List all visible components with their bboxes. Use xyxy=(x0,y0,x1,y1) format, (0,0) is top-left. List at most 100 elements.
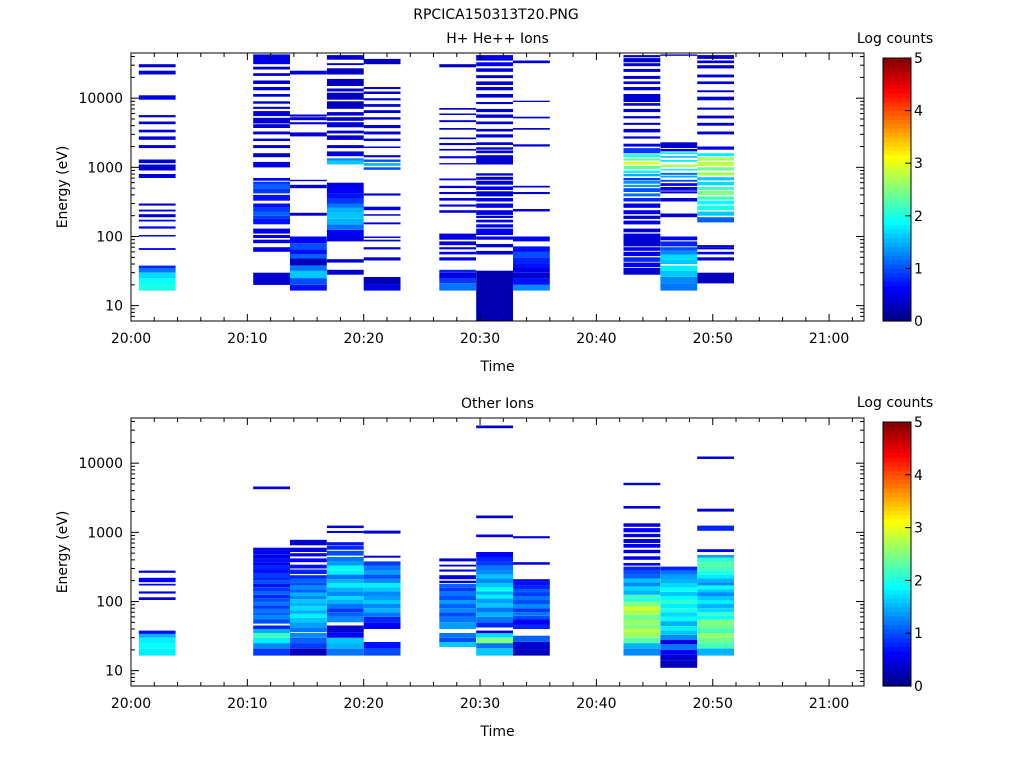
y-tick-label: 100 xyxy=(96,229,123,245)
spectrogram-cell xyxy=(290,614,327,618)
spectrogram-cell xyxy=(697,615,734,620)
spectrogram-cell xyxy=(290,265,327,271)
spectrogram-cell xyxy=(290,637,327,644)
spectrogram-cell xyxy=(513,604,550,609)
spectrogram-cell xyxy=(623,203,661,208)
spectrogram-cell xyxy=(660,604,698,609)
spectrogram-cell xyxy=(138,633,176,638)
spectrogram-cell xyxy=(253,235,290,238)
spectrogram-cell xyxy=(138,95,176,100)
colorbar-frame xyxy=(882,57,912,322)
spectrogram-cell xyxy=(253,66,290,70)
spectrogram-cell xyxy=(623,629,661,633)
spectrogram-cell xyxy=(697,196,734,200)
spectrogram-cell xyxy=(363,583,401,588)
colorbar-segment xyxy=(883,677,911,683)
colorbar-segment xyxy=(883,119,911,125)
colorbar-segment xyxy=(883,650,911,656)
spectrogram-cell xyxy=(476,612,513,617)
spectrogram-cell xyxy=(660,142,698,148)
spectrogram-cell xyxy=(326,608,364,613)
colorbar-segment xyxy=(883,141,911,147)
colorbar-segment xyxy=(883,79,911,85)
colorbar-tick-label: 2 xyxy=(914,573,923,589)
spectrogram-cell xyxy=(623,87,661,91)
spectrogram-cell xyxy=(138,115,176,118)
colorbar-segment xyxy=(883,435,911,441)
spectrogram-cell xyxy=(623,610,661,615)
y-tick-label: 1000 xyxy=(87,160,123,176)
x-tick-label: 20:40 xyxy=(576,696,616,712)
spectrogram-cell xyxy=(697,187,734,190)
spectrogram-cell xyxy=(476,215,513,218)
spectrogram-cell xyxy=(439,583,477,588)
spectrogram-cell xyxy=(476,150,513,154)
spectrogram-cell xyxy=(660,587,698,592)
spectrogram-cell xyxy=(363,555,401,558)
spectrogram-cell xyxy=(138,203,176,206)
spectrogram-cell xyxy=(623,236,661,247)
x-tick-label: 20:00 xyxy=(111,696,151,712)
spectrogram-cell xyxy=(623,116,661,119)
spectrogram-cell xyxy=(476,87,513,91)
spectrogram-cell xyxy=(253,633,290,638)
colorbar-segment xyxy=(883,439,911,445)
spectrogram-cell xyxy=(660,639,698,645)
spectrogram-cell xyxy=(476,224,513,228)
spectrogram-cell xyxy=(253,239,290,244)
spectrogram-cell xyxy=(623,643,661,649)
spectrogram-cell xyxy=(439,269,477,273)
spectrogram-cell xyxy=(476,198,513,202)
colorbar: 0 1 2 3 4 5 Log counts xyxy=(857,31,933,330)
spectrogram-cell xyxy=(476,62,513,67)
colorbar-segment xyxy=(883,97,911,103)
spectrogram-cell xyxy=(513,264,550,268)
spectrogram-cell xyxy=(326,193,364,199)
spectrogram-cell xyxy=(253,583,290,588)
spectrogram-cell xyxy=(513,128,550,130)
colorbar-segment xyxy=(883,303,911,309)
spectrogram-cell xyxy=(697,217,734,223)
spectrogram-cell xyxy=(253,615,290,620)
spectrogram-cell xyxy=(326,135,364,140)
colorbar-segment xyxy=(883,681,911,687)
colorbar-tick-label: 0 xyxy=(914,314,923,330)
spectrogram-cell xyxy=(363,277,401,285)
spectrogram-cell xyxy=(439,564,477,567)
colorbar-segment xyxy=(883,562,911,568)
spectrogram-cell xyxy=(439,198,477,201)
colorbar-segment xyxy=(883,470,911,476)
spectrogram-cell xyxy=(439,192,477,195)
spectrogram-cell xyxy=(290,610,327,614)
spectrogram-cell xyxy=(253,211,290,216)
spectrogram-cell xyxy=(439,120,477,123)
spectrogram-cell xyxy=(290,564,327,569)
spectrogram-cell xyxy=(253,188,290,194)
spectrogram-cell xyxy=(253,194,290,201)
spectrogram-cell xyxy=(439,64,477,68)
colorbar-segment xyxy=(883,589,911,595)
spectrogram-cell xyxy=(138,121,176,125)
spectrogram-cell xyxy=(290,117,327,121)
spectrogram-cell xyxy=(697,146,734,150)
spectrogram-cell xyxy=(476,142,513,145)
colorbar-segment xyxy=(883,633,911,639)
colorbar-tick-label: 1 xyxy=(914,261,923,277)
colorbar-segment xyxy=(883,598,911,603)
spectrogram-cell xyxy=(326,583,364,588)
spectrogram-cell xyxy=(697,161,734,166)
spectrogram-cell xyxy=(326,151,364,157)
spectrogram-cell xyxy=(623,594,661,599)
colorbar-segment xyxy=(883,246,911,252)
spectrogram-cell xyxy=(697,562,734,567)
spectrogram-cell xyxy=(326,212,364,219)
spectrogram-cell xyxy=(476,55,513,61)
spectrogram-cell xyxy=(623,178,661,181)
colorbar-segment xyxy=(883,224,911,230)
spectrogram-cell xyxy=(513,592,550,596)
spectrogram-cell xyxy=(476,598,513,603)
colorbar-tick-label: 0 xyxy=(914,679,923,695)
spectrogram-cell xyxy=(476,250,513,255)
spectrogram-cell xyxy=(363,604,401,609)
spectrogram-cell xyxy=(697,648,734,656)
